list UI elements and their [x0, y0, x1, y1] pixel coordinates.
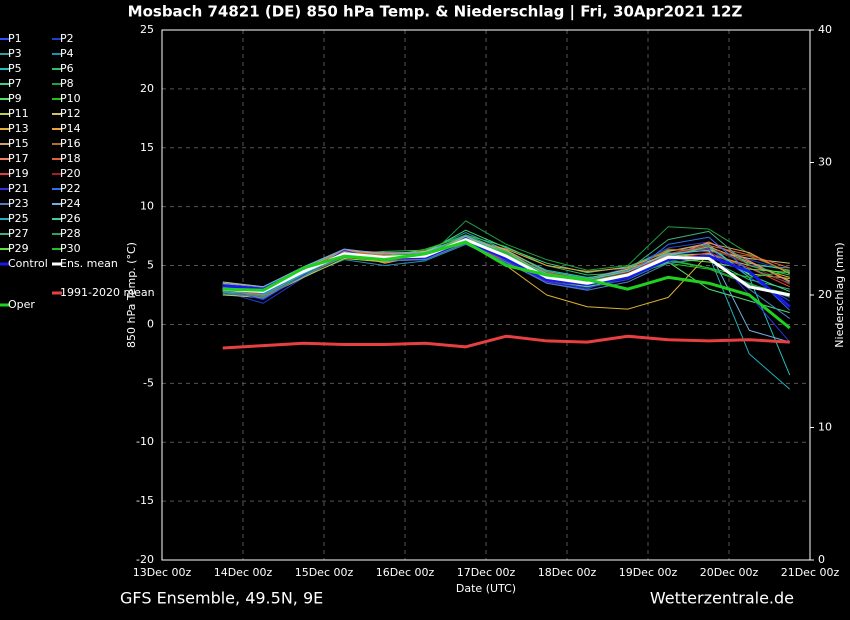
- y-tick-label: -20: [136, 553, 154, 566]
- legend-label: P5: [8, 62, 22, 75]
- legend-label: P24: [60, 197, 81, 210]
- legend-label: P14: [60, 122, 81, 135]
- y2-tick-label: 40: [818, 23, 832, 36]
- legend-label: P22: [60, 182, 81, 195]
- x-tick-label: 19Dec 00z: [619, 566, 678, 579]
- y2-tick-label: 30: [818, 156, 832, 169]
- x-tick-label: 18Dec 00z: [538, 566, 597, 579]
- x-tick-label: 14Dec 00z: [214, 566, 273, 579]
- legend-label: P29: [8, 242, 29, 255]
- y2-tick-label: 10: [818, 421, 832, 434]
- legend-label: P4: [60, 47, 74, 60]
- legend-label: P10: [60, 92, 81, 105]
- x-tick-label: 16Dec 00z: [376, 566, 435, 579]
- legend-label: P17: [8, 152, 29, 165]
- y-tick-label: 5: [147, 259, 154, 272]
- legend-label: P7: [8, 77, 22, 90]
- legend-label: P11: [8, 107, 29, 120]
- legend-label: P3: [8, 47, 22, 60]
- legend-label: P18: [60, 152, 81, 165]
- x-tick-label: 17Dec 00z: [457, 566, 516, 579]
- x-tick-label: 20Dec 00z: [700, 566, 759, 579]
- legend-label: P9: [8, 92, 22, 105]
- legend-label: P19: [8, 167, 29, 180]
- legend-label: Oper: [8, 298, 35, 311]
- legend-label: Ens. mean: [60, 257, 118, 270]
- legend-label: P25: [8, 212, 29, 225]
- x-tick-label: 21Dec 00z: [781, 566, 840, 579]
- footer-right: Wetterzentrale.de: [650, 589, 794, 608]
- legend-label: P26: [60, 212, 81, 225]
- y-tick-label: 10: [140, 200, 154, 213]
- legend-label: P30: [60, 242, 81, 255]
- x-tick-label: 13Dec 00z: [133, 566, 192, 579]
- legend-label: P2: [60, 32, 74, 45]
- y-tick-label: -15: [136, 494, 154, 507]
- legend-label: 1991-2020 mean: [60, 286, 155, 299]
- y-tick-label: 20: [140, 82, 154, 95]
- legend-label: P20: [60, 167, 81, 180]
- legend-label: P12: [60, 107, 81, 120]
- legend-label: P16: [60, 137, 81, 150]
- y2-axis-label: Niederschlag (mm): [833, 242, 846, 347]
- footer-left: GFS Ensemble, 49.5N, 9E: [120, 589, 323, 608]
- legend-label: P13: [8, 122, 29, 135]
- legend-label: P28: [60, 227, 81, 240]
- y-tick-label: 0: [147, 317, 154, 330]
- x-axis-label: Date (UTC): [456, 582, 516, 595]
- legend-label: Control: [8, 257, 48, 270]
- legend-label: P1: [8, 32, 22, 45]
- y-axis-label: 850 hPa Temp. (°C): [125, 242, 138, 348]
- series-line: [222, 238, 791, 297]
- y-tick-label: -5: [143, 376, 154, 389]
- legend-label: P27: [8, 227, 29, 240]
- series-line: [222, 242, 791, 319]
- x-tick-label: 15Dec 00z: [295, 566, 354, 579]
- legend-label: P15: [8, 137, 29, 150]
- legend-label: P8: [60, 77, 74, 90]
- y2-tick-label: 0: [818, 553, 825, 566]
- legend-label: P23: [8, 197, 29, 210]
- legend-label: P21: [8, 182, 29, 195]
- legend-label: P6: [60, 62, 74, 75]
- y-tick-label: -10: [136, 435, 154, 448]
- chart-title: Mosbach 74821 (DE) 850 hPa Temp. & Niede…: [128, 3, 743, 22]
- y2-tick-label: 20: [818, 288, 832, 301]
- y-tick-label: 25: [140, 23, 154, 36]
- series-line: [222, 334, 790, 350]
- plot-frame: [161, 29, 811, 561]
- y-tick-label: 15: [140, 141, 154, 154]
- series-line: [222, 240, 791, 330]
